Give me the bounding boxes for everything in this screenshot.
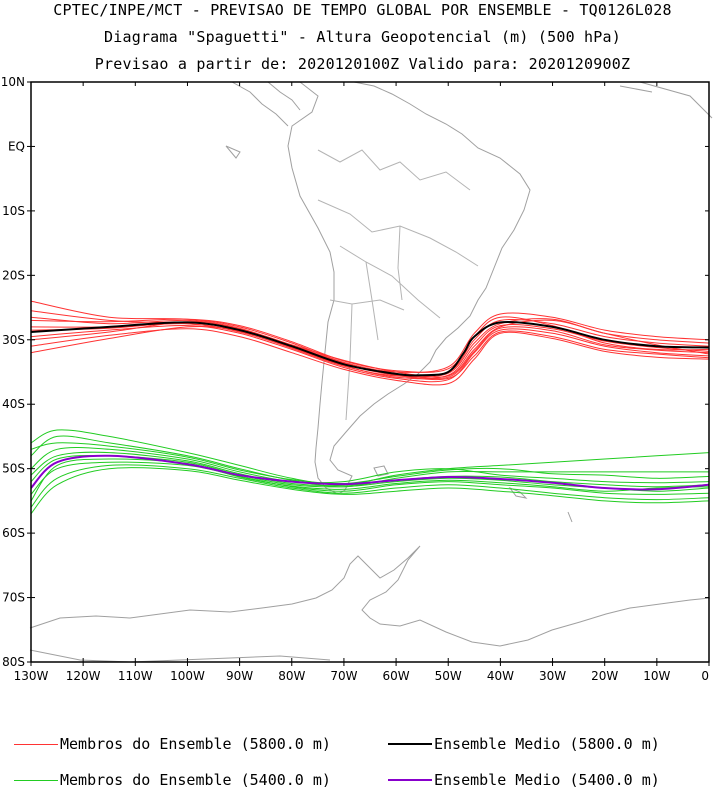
member-5400-line-6 [30, 464, 710, 508]
central-america-coast [231, 81, 301, 127]
caribbean-islands [225, 81, 713, 159]
lon-label-60W: 60W [383, 669, 410, 683]
antarctica-coast [29, 545, 711, 663]
member-5400-line-5 [30, 461, 710, 495]
mean-5400-line [30, 454, 710, 491]
legend-mean-5800: Ensemble Medio (5800.0 m) [388, 735, 660, 753]
lat-label-60S: 60S [2, 526, 25, 540]
lon-label-70W: 70W [330, 669, 357, 683]
legend-members-5400: Membros do Ensemble (5400.0 m) [14, 771, 331, 789]
title-line-3: Previsao a partir de: 2020120100Z Valido… [94, 55, 631, 73]
lat-label-20S: 20S [2, 268, 25, 282]
lat-label-30S: 30S [2, 333, 25, 347]
lat-label-80S: 80S [2, 655, 25, 669]
legend-swatch-black [388, 743, 432, 745]
legend-swatch-green [14, 779, 58, 781]
legend-label-members-5800: Membros do Ensemble (5800.0 m) [60, 735, 331, 753]
legend-members-5800: Membros do Ensemble (5800.0 m) [14, 735, 331, 753]
member-5400-line-9 [30, 458, 710, 502]
lon-label-120W: 120W [66, 669, 101, 683]
lon-label-20W: 20W [591, 669, 618, 683]
member-5400-line-7 [30, 467, 710, 515]
country-borders [317, 149, 479, 421]
south-georgia [508, 486, 573, 523]
lon-label-130W: 130W [14, 669, 49, 683]
south-america-coast [287, 81, 531, 495]
lon-label-110W: 110W [118, 669, 153, 683]
lat-label-50S: 50S [2, 462, 25, 476]
lon-label-90W: 90W [226, 669, 253, 683]
lon-label-10W: 10W [643, 669, 670, 683]
lon-label-0: 0 [701, 669, 709, 683]
title-line-1: CPTEC/INPE/MCT - PREVISAO DE TEMPO GLOBA… [53, 1, 672, 19]
mean-5800-line [30, 321, 710, 377]
lon-label-40W: 40W [487, 669, 514, 683]
member-5800-line-5 [30, 328, 710, 386]
map-frame [30, 81, 710, 663]
lon-label-80W: 80W [278, 669, 305, 683]
coastline-layer [29, 81, 713, 663]
lon-label-100W: 100W [170, 669, 205, 683]
legend-label-mean-5400: Ensemble Medio (5400.0 m) [434, 771, 660, 789]
lat-label-10N: 10N [1, 75, 25, 89]
legend-mean-5400: Ensemble Medio (5400.0 m) [388, 771, 660, 789]
lat-label-70S: 70S [2, 591, 25, 605]
member-5400-line-4 [30, 454, 710, 492]
legend-swatch-red [14, 743, 58, 745]
member-5400-line-8 [30, 442, 710, 485]
lon-label-30W: 30W [539, 669, 566, 683]
legend-swatch-purple [388, 779, 432, 781]
member-5400-line-3 [30, 446, 710, 484]
title-line-2: Diagrama "Spaguetti" - Altura Geopotenci… [104, 28, 621, 46]
member-5400-line-2 [30, 435, 709, 488]
legend-label-members-5400: Membros do Ensemble (5400.0 m) [60, 771, 331, 789]
lon-label-50W: 50W [435, 669, 462, 683]
lat-label-EQ: EQ [8, 139, 25, 153]
falkland-islands [373, 465, 389, 477]
member-5800-line-4 [30, 325, 710, 383]
member-5800-line-7 [30, 316, 710, 373]
lat-label-40S: 40S [2, 397, 25, 411]
legend-label-mean-5800: Ensemble Medio (5800.0 m) [434, 735, 660, 753]
lat-label-10S: 10S [2, 204, 25, 218]
